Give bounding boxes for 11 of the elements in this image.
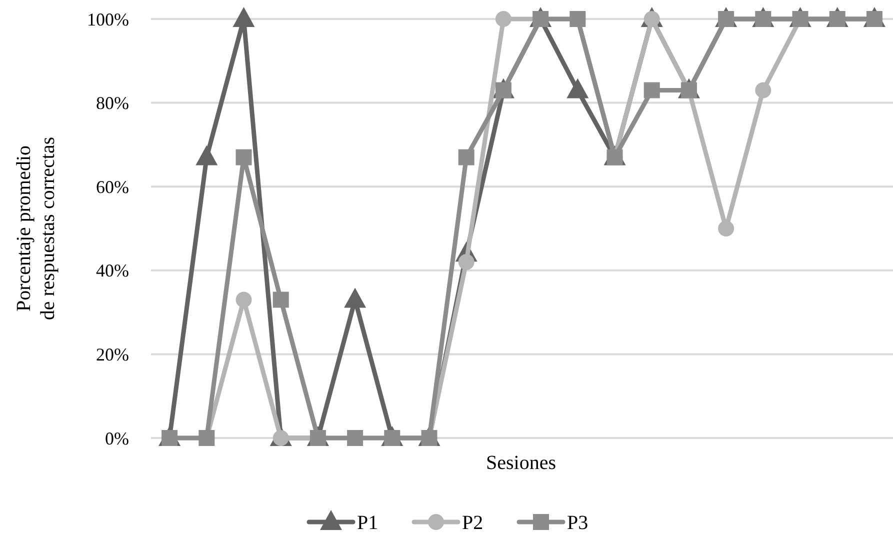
legend-label: P2 <box>462 512 484 534</box>
y-tick-label: 80% <box>96 93 129 114</box>
y-tick-label: 20% <box>96 344 129 364</box>
y-tick-label: 0% <box>105 428 129 448</box>
y-axis-title: Porcentaje promedio de respuestas correctas <box>13 136 59 320</box>
legend-label: P3 <box>567 512 588 534</box>
y-tick-label: 40% <box>96 260 129 281</box>
y-tick-label: 60% <box>96 176 129 197</box>
x-axis-title: Sesiones <box>486 452 556 474</box>
legend-label: P1 <box>357 512 378 534</box>
y-tick-label: 100% <box>87 9 129 30</box>
